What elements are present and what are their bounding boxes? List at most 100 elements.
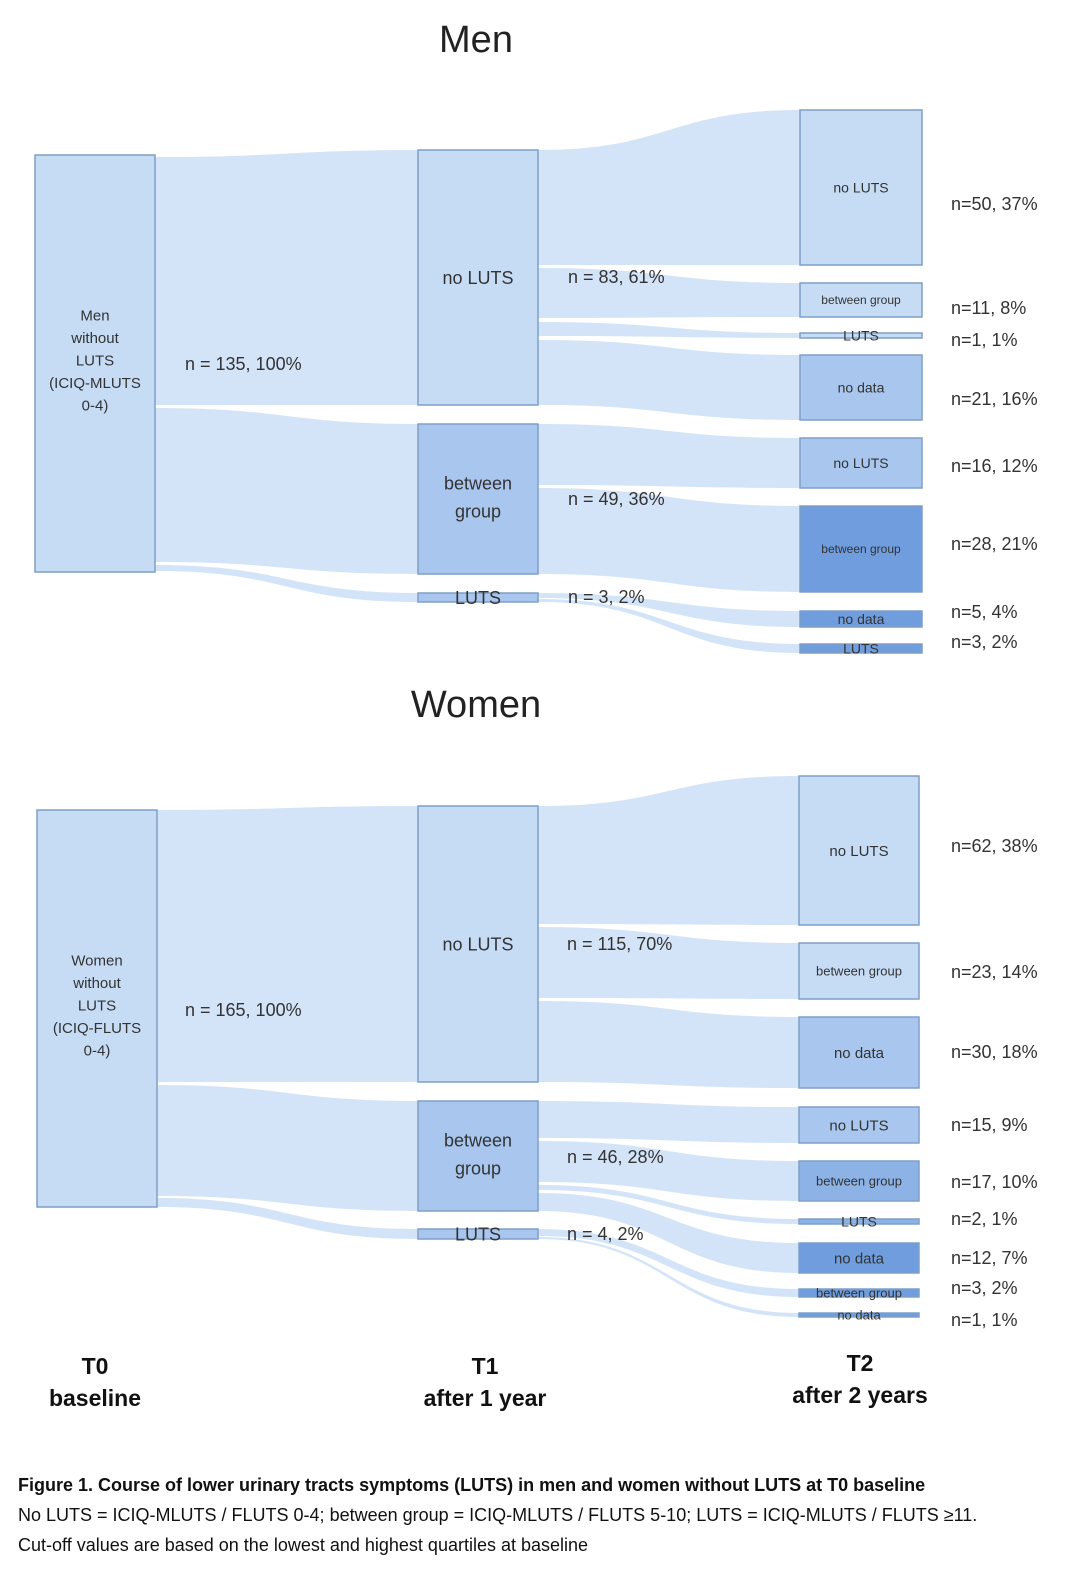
panel-women-flow-t1-t2-6 (538, 1193, 799, 1273)
caption-line-2: Cut-off values are based on the lowest a… (18, 1535, 589, 1555)
panel-women-node-t1-1 (417, 1100, 539, 1212)
panel-men-node-t2-5 (799, 505, 923, 593)
panel-women-node-t2-7-label: between group (816, 1286, 902, 1301)
panel-women-node-t1-2 (417, 1228, 539, 1240)
figure-caption: Figure 1. Course of lower urinary tracts… (18, 1470, 1068, 1560)
panel-women-flow-label-t1_luts: n = 4, 2% (567, 1224, 644, 1244)
panel-women-node-t2-8 (798, 1312, 920, 1318)
panel-women-node-t2-5-label: LUTS (841, 1213, 877, 1229)
panel-women-t2-count-0: n=62, 38% (951, 836, 1038, 856)
panel-women-node-t2-5 (798, 1218, 920, 1225)
panel-men-title: Men (439, 19, 513, 61)
panel-women-flow-label-t1_between: n = 46, 28% (567, 1147, 664, 1167)
panel-men-t2-count-6: n=5, 4% (951, 602, 1018, 622)
panel-men-flow-t0-t1-0 (155, 150, 418, 405)
panel-women-node-t1-2-label-line-0: LUTS (455, 1224, 501, 1244)
panel-women-node-t0-label-line-4: 0-4) (84, 1042, 111, 1059)
panel-women-t2-count-3: n=15, 9% (951, 1115, 1028, 1135)
panel-women-node-t2-7 (798, 1288, 920, 1298)
panel-men-node-t0-label-line-3: (ICIQ-MLUTS (49, 375, 141, 392)
panel-men-node-t2-2-label: LUTS (843, 327, 879, 343)
panel-men-node-t2-6-label: no data (838, 611, 885, 627)
panel-women-flow-label-t0: n = 165, 100% (185, 1000, 302, 1020)
axis-t0-sublabel: baseline (48, 1385, 142, 1411)
panel-women-node-t2-2 (798, 1016, 920, 1089)
panel-women-flow-t1-t2-0 (538, 776, 799, 925)
caption-line-1: No LUTS = ICIQ-MLUTS / FLUTS 0-4; betwee… (18, 1505, 978, 1525)
panel-men-node-t2-1 (799, 282, 923, 318)
panel-men-node-t2-0 (799, 109, 923, 266)
panel-women-node-t2-3 (798, 1106, 920, 1144)
axis-t1: T1 after 1 year (400, 1350, 570, 1414)
panel-women-node-t2-6 (798, 1242, 920, 1274)
panel-men-node-t0-label-line-0: Men (80, 307, 109, 324)
panel-men-flow-t1-t2-7 (538, 599, 800, 653)
caption-title: Figure 1. Course of lower urinary tracts… (18, 1475, 926, 1495)
panel-women-t2-count-7: n=3, 2% (951, 1278, 1018, 1298)
panel-women-t2-count-6: n=12, 7% (951, 1248, 1028, 1268)
panel-women-flow-t1-t2-7 (538, 1229, 799, 1297)
panel-women-node-t2-3-label: no LUTS (829, 1117, 888, 1134)
panel-women-node-t2-0-label: no LUTS (829, 843, 888, 860)
panel-women-node-t0 (36, 809, 158, 1208)
panel-men-node-t0-label-line-2: LUTS (76, 352, 114, 369)
panel-women-node-t2-1-label: between group (816, 964, 902, 979)
panel-women-node-t0-label-line-0: Women (71, 952, 122, 969)
panel-men-flow-t1-t2-5 (538, 488, 800, 592)
panel-women-t2-count-4: n=17, 10% (951, 1172, 1038, 1192)
panel-men-flow-label-t1_between: n = 49, 36% (568, 489, 665, 509)
panel-women-flow-t1-t2-4 (538, 1141, 799, 1201)
panel-women-t2-count-8: n=1, 1% (951, 1310, 1018, 1330)
panel-men-node-t1-2 (417, 592, 539, 603)
panel-women-title: Women (411, 684, 541, 726)
panel-men-flow-t0-t1-2 (155, 565, 418, 602)
panel-men-node-t2-4-label: no LUTS (833, 455, 888, 471)
panel-men-node-t2-6 (799, 610, 923, 628)
panel-women-node-t1-1-label-line-0: between (444, 1130, 512, 1150)
panel-men-t2-count-3: n=21, 16% (951, 389, 1038, 409)
panel-women-flow-t1-t2-2 (538, 1001, 799, 1088)
panel-men-node-t2-3-label: no data (838, 379, 885, 395)
axis-t0: T0 baseline (20, 1350, 170, 1414)
panel-women-node-t2-8-label: no data (837, 1308, 881, 1323)
panel-women-node-t1-1-label-line-1: group (455, 1158, 501, 1178)
axis-t1-sublabel: after 1 year (423, 1385, 547, 1411)
panel-men-t2-count-0: n=50, 37% (951, 194, 1038, 214)
panel-women-node-t2-4-label: between group (816, 1174, 902, 1189)
panel-men-node-t0-label-line-1: without (70, 330, 119, 347)
panel-men-flow-t0-t1-1 (155, 408, 418, 574)
panel-men-flow-label-t1_luts: n = 3, 2% (568, 587, 645, 607)
panel-men-flow-t1-t2-0 (538, 110, 800, 265)
panel-women-node-t2-1 (798, 942, 920, 1000)
panel-men-t2-count-4: n=16, 12% (951, 456, 1038, 476)
panel-men-node-t1-1-label-line-0: between (444, 473, 512, 493)
panel-women-flow-t1-t2-8 (538, 1237, 799, 1317)
panel-men-node-t2-0-label: no LUTS (833, 179, 888, 195)
panel-women-flow-t0-t1-1 (157, 1085, 418, 1211)
panel-women-node-t2-2-label: no data (834, 1045, 885, 1062)
panel-men-flow-t1-t2-6 (538, 593, 800, 627)
axis-t2: T2 after 2 years (770, 1347, 950, 1411)
panel-men-node-t0 (34, 154, 156, 573)
panel-women-t2-count-5: n=2, 1% (951, 1209, 1018, 1229)
panel-women-t2-count-2: n=30, 18% (951, 1042, 1038, 1062)
panel-men-flow-t1-t2-4 (538, 424, 800, 488)
sankey-diagram: Men Men without LUTS (ICIQ-MLUTS 0-4) no LUTS b… (34, 19, 1038, 1330)
panel-men-flow-t1-t2-1 (538, 268, 800, 318)
panel-men-node-t0-label-line-4: 0-4) (82, 397, 109, 414)
panel-women-t2-count-1: n=23, 14% (951, 962, 1038, 982)
panel-men-node-t1-2-label-line-0: LUTS (455, 588, 501, 608)
panel-women-flow-label-t1_no_luts: n = 115, 70% (567, 934, 672, 954)
panel-men-flow-label-t0: n = 135, 100% (185, 354, 302, 374)
axis-t1-label: T1 (471, 1353, 499, 1379)
panel-men-t2-count-1: n=11, 8% (951, 298, 1026, 318)
panel-women-node-t0-label-line-2: LUTS (78, 997, 116, 1014)
panel-men-flow-label-t1_no_luts: n = 83, 61% (568, 267, 665, 287)
panel-men-node-t2-4 (799, 437, 923, 489)
panel-men-t2-count-7: n=3, 2% (951, 632, 1018, 652)
panel-men-t2-count-5: n=28, 21% (951, 534, 1038, 554)
panel-men-node-t1-1 (417, 423, 539, 575)
panel-men-node-t2-2 (799, 332, 923, 339)
panel-women-node-t1-0-label-line-0: no LUTS (442, 934, 513, 954)
panel-men-node-t1-1-label-line-1: group (455, 501, 501, 521)
